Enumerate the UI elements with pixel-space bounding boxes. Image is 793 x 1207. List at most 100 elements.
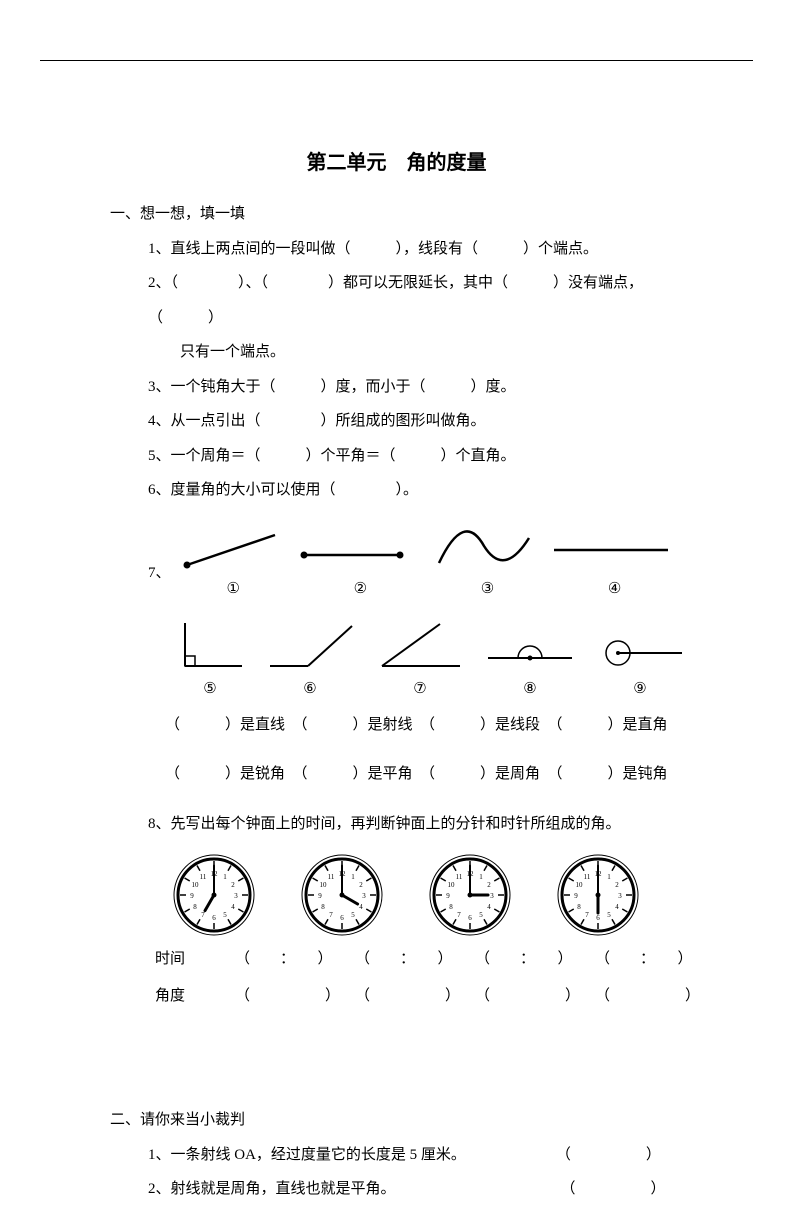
svg-text:3: 3: [618, 892, 622, 900]
page-title: 第二单元 角的度量: [110, 146, 683, 175]
q8-time-row: 时间 （ ： ） （ ： ） （ ： ） （ ： ）: [110, 943, 683, 976]
clock-1: 121234567891011: [170, 851, 258, 939]
figure-5-label: ⑤: [170, 679, 250, 698]
q4: 4、从一点引出（ ）所组成的图形叫做角。: [110, 404, 683, 439]
q7-bottom-row: ⑤ ⑥ ⑦: [110, 618, 683, 698]
svg-text:8: 8: [577, 903, 581, 911]
clock-icon: 121234567891011: [426, 851, 514, 939]
svg-text:10: 10: [575, 881, 583, 889]
section-2: 二、请你来当小裁判 1、一条射线 OA，经过度量它的长度是 5 厘米。 （ ） …: [110, 1103, 683, 1207]
q6: 6、度量角的大小可以使用（ ）。: [110, 473, 683, 508]
figure-9-label: ⑨: [590, 679, 690, 698]
figure-8-label: ⑧: [480, 679, 580, 698]
svg-text:3: 3: [234, 892, 238, 900]
svg-text:9: 9: [318, 892, 322, 900]
acute-angle-icon: [370, 618, 470, 673]
svg-text:6: 6: [212, 914, 216, 922]
q7-blanks-1: （ ）是直线 （ ）是射线 （ ）是线段 （ ）是直角: [110, 708, 683, 743]
svg-text:5: 5: [607, 911, 611, 919]
clock-icon: 121234567891011: [554, 851, 642, 939]
figure-4: ④: [546, 525, 683, 598]
svg-text:11: 11: [328, 873, 335, 881]
svg-text:2: 2: [231, 881, 235, 889]
curve-icon: [429, 518, 539, 573]
page: 第二单元 角的度量 一、想一想，填一填 1、直线上两点间的一段叫做（ ），线段有…: [40, 60, 753, 1207]
svg-text:7: 7: [585, 911, 589, 919]
figure-8: ⑧: [480, 618, 580, 698]
q8-time-cell: （ ： ）: [475, 943, 595, 976]
clock-icon: 121234567891011: [298, 851, 386, 939]
svg-text:11: 11: [584, 873, 591, 881]
q8-angle-row: 角度 （ ） （ ） （ ） （ ）: [110, 980, 683, 1013]
figure-7-label: ⑦: [370, 679, 470, 698]
clock-icon: 121234567891011: [170, 851, 258, 939]
q1: 1、直线上两点间的一段叫做（ ），线段有（ ）个端点。: [110, 232, 683, 267]
figure-1: ①: [175, 525, 292, 598]
svg-text:9: 9: [190, 892, 194, 900]
svg-text:7: 7: [457, 911, 461, 919]
q5: 5、一个周角＝（ ）个平角＝（ ）个直角。: [110, 439, 683, 474]
line-icon: [546, 525, 676, 573]
svg-text:1: 1: [223, 873, 227, 881]
q8-angle-cell: （ ）: [475, 980, 595, 1013]
q2b: 只有一个端点。: [110, 335, 683, 370]
svg-text:10: 10: [447, 881, 455, 889]
svg-text:5: 5: [479, 911, 483, 919]
clocks-row: 121234567891011 121234567891011 12123456…: [110, 851, 683, 939]
q7-prefix: 7、: [148, 548, 171, 598]
svg-text:2: 2: [359, 881, 363, 889]
svg-text:9: 9: [574, 892, 578, 900]
q2a: 2、（ ）、（ ）都可以无限延长，其中（ ）没有端点，（ ）: [110, 266, 683, 335]
full-angle-icon: [590, 618, 690, 673]
svg-text:3: 3: [362, 892, 366, 900]
figure-2: ②: [292, 525, 429, 598]
svg-text:2: 2: [615, 881, 619, 889]
q8-time-cell: （ ： ）: [355, 943, 475, 976]
svg-text:7: 7: [201, 911, 205, 919]
svg-text:4: 4: [231, 903, 235, 911]
svg-text:8: 8: [193, 903, 197, 911]
figure-6-label: ⑥: [260, 679, 360, 698]
q8-time-cell: （ ： ）: [595, 943, 715, 976]
q8-time-label: 时间: [155, 943, 235, 976]
section-1-heading: 一、想一想，填一填: [110, 197, 683, 232]
figure-4-label: ④: [546, 579, 683, 598]
clock-3: 121234567891011: [426, 851, 514, 939]
q7-blanks-2: （ ）是锐角 （ ）是平角 （ ）是周角 （ ）是钝角: [110, 757, 683, 792]
svg-text:11: 11: [456, 873, 463, 881]
section-2-heading: 二、请你来当小裁判: [110, 1103, 683, 1138]
svg-text:1: 1: [607, 873, 611, 881]
clock-2: 121234567891011: [298, 851, 386, 939]
svg-text:6: 6: [340, 914, 344, 922]
svg-text:2: 2: [487, 881, 491, 889]
obtuse-angle-icon: [260, 618, 360, 673]
figure-1-label: ①: [175, 579, 292, 598]
figure-7: ⑦: [370, 618, 470, 698]
figure-3-label: ③: [429, 579, 546, 598]
clock-4: 121234567891011: [554, 851, 642, 939]
segment-icon: [292, 525, 412, 573]
q8-angle-cell: （ ）: [355, 980, 475, 1013]
svg-text:10: 10: [191, 881, 199, 889]
ray-diagonal-icon: [175, 525, 285, 573]
s2-q1: 1、一条射线 OA，经过度量它的长度是 5 厘米。 （ ）: [110, 1138, 683, 1173]
svg-text:6: 6: [596, 914, 600, 922]
svg-text:11: 11: [200, 873, 207, 881]
figure-9: ⑨: [590, 618, 690, 698]
q7-top-row: 7、 ① ② ③: [110, 518, 683, 598]
straight-angle-icon: [480, 618, 580, 673]
svg-text:7: 7: [329, 911, 333, 919]
svg-text:6: 6: [468, 914, 472, 922]
svg-text:3: 3: [490, 892, 494, 900]
svg-text:8: 8: [449, 903, 453, 911]
svg-text:10: 10: [319, 881, 327, 889]
q8-time-cell: （ ： ）: [235, 943, 355, 976]
svg-text:5: 5: [351, 911, 355, 919]
right-angle-icon: [170, 618, 250, 673]
svg-text:8: 8: [321, 903, 325, 911]
figure-6: ⑥: [260, 618, 360, 698]
svg-text:4: 4: [487, 903, 491, 911]
svg-text:9: 9: [446, 892, 450, 900]
svg-text:1: 1: [351, 873, 355, 881]
figure-5: ⑤: [170, 618, 250, 698]
